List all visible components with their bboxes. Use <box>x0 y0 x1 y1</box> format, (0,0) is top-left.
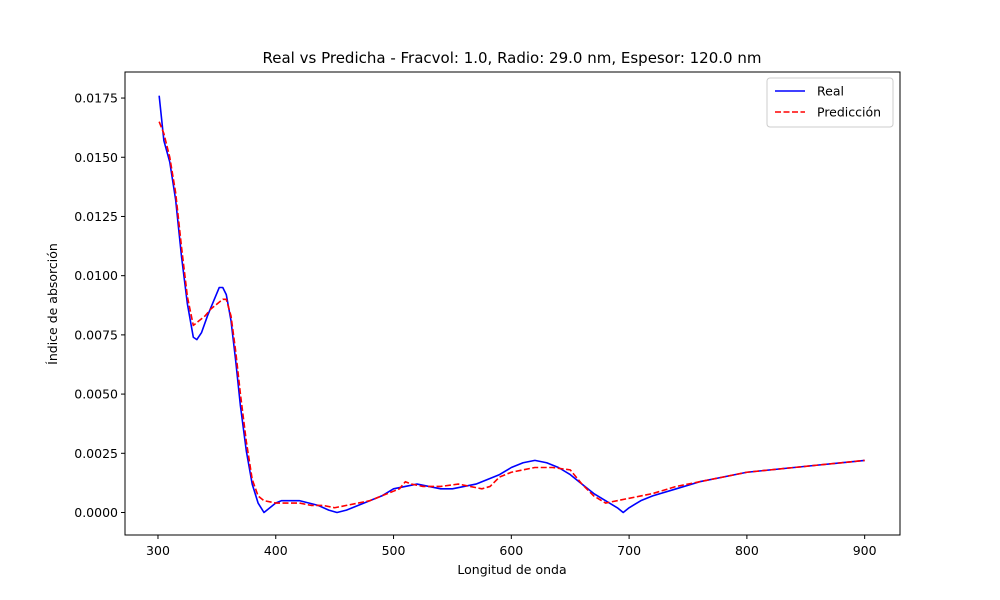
plot-frame <box>124 71 901 536</box>
chart-title: Real vs Predicha - Fracvol: 1.0, Radio: … <box>263 49 762 67</box>
y-tick-label: 0.0125 <box>74 209 118 224</box>
x-axis-label: Longitud de onda <box>457 562 566 577</box>
x-tick-label: 300 <box>146 543 170 558</box>
x-tick-label: 700 <box>617 543 641 558</box>
legend-label: Real <box>817 84 844 99</box>
x-tick-label: 800 <box>735 543 759 558</box>
y-axis-label: Índice de absorción <box>45 243 60 365</box>
y-tick-label: 0.0050 <box>74 387 118 402</box>
y-tick-label: 0.0025 <box>74 446 118 461</box>
legend-label: Predicción <box>817 105 881 120</box>
y-tick-label: 0.0000 <box>74 505 118 520</box>
y-tick-label: 0.0075 <box>74 327 118 342</box>
y-tick-label: 0.0150 <box>74 150 118 165</box>
x-tick-label: 400 <box>264 543 288 558</box>
series-line-prediccion <box>158 121 865 509</box>
legend: Real Predicción <box>766 77 894 128</box>
y-tick-label: 0.0175 <box>74 91 118 106</box>
y-tick-label: 0.0100 <box>74 268 118 283</box>
series-line-real <box>158 95 865 514</box>
x-tick-label: 900 <box>853 543 877 558</box>
x-tick-label: 600 <box>499 543 523 558</box>
x-tick-label: 500 <box>382 543 406 558</box>
